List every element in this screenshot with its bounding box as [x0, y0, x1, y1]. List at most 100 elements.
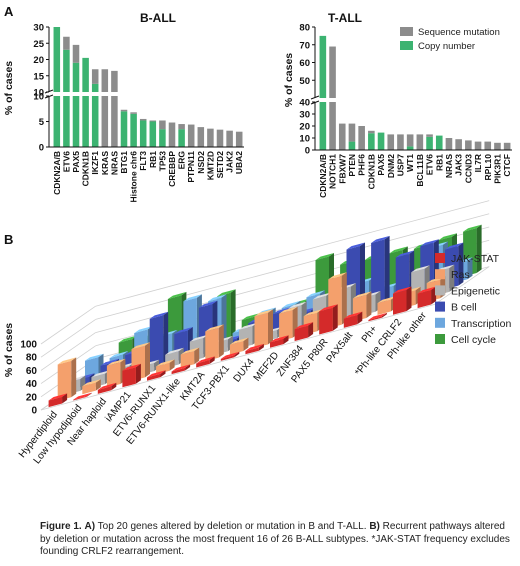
tall-bar-copy: [319, 35, 327, 99]
ball-bar-copy: [159, 129, 166, 147]
pathway-bar-front: [254, 312, 268, 348]
pathway-bar-top: [156, 359, 175, 367]
pathway-bar-side: [95, 379, 101, 391]
pathway-bar-front: [97, 386, 112, 394]
tall-x-tick-label: CTCF: [502, 154, 512, 177]
pathway-bar: [229, 337, 249, 355]
caption-a-text: Top 20 genes altered by deletion or muta…: [97, 521, 367, 532]
tall-bar-sequence: [503, 142, 511, 150]
tall-x-tick-label: CDKN1B: [366, 154, 376, 189]
pathway-bar-top: [343, 311, 363, 319]
ball-bar-sequence: [197, 127, 205, 147]
pathway-bar: [180, 347, 200, 368]
tall-bar-sequence: [368, 130, 375, 134]
pathway-bar-top: [183, 294, 202, 302]
pathway-bar: [122, 363, 141, 388]
ball-x-tick-label: RB1: [148, 151, 158, 168]
pathway-bar-top: [270, 335, 289, 343]
t-all-ylabel: % of cases: [283, 53, 295, 107]
ball-bar-sequence: [216, 129, 224, 147]
pathway-bar-top: [198, 300, 218, 308]
ball-x-tick-label: KRAS: [100, 151, 110, 175]
pathway-bar: [328, 272, 347, 329]
tall-x-tick-label: PAX5: [376, 154, 386, 176]
tall-x-tick-label: PHF6: [357, 154, 367, 176]
pathway-bar-top: [208, 294, 227, 302]
tall-y-tick-label: 20: [299, 122, 310, 133]
ball-y-tick-label: 30: [33, 23, 44, 34]
pathway-bar-top: [91, 370, 110, 378]
tall-y-tick-label: 40: [299, 98, 310, 109]
pathway-legend-swatch: [435, 253, 445, 263]
pathway-bar-side: [366, 291, 372, 318]
pathway-bar-top: [371, 235, 390, 243]
ball-bar-copy: [91, 96, 99, 147]
pathway-bar-top: [319, 304, 338, 312]
pathway-bar-side: [194, 347, 200, 365]
pathway-bar-side: [169, 359, 175, 371]
pathway-bar-top: [82, 379, 101, 387]
tall-bar-sequence: [406, 134, 414, 147]
pathway-legend-label: B cell: [451, 302, 477, 314]
tall-bar-copy: [319, 102, 327, 150]
figure-caption: Figure 1. A) Top 20 genes altered by del…: [40, 521, 510, 559]
pathway-bar-top: [217, 289, 236, 297]
panel-a-label: A: [4, 4, 14, 19]
tall-bar-sequence: [329, 46, 336, 98]
pathway-bar-top: [294, 322, 314, 330]
pathway-z-tick-label: 100: [20, 340, 37, 351]
pathway-bar-top: [100, 358, 119, 366]
pathway-bar-side: [458, 242, 464, 286]
ball-x-tick-label: CDKN2A/B: [52, 151, 62, 195]
b-all-title: B-ALL: [140, 11, 176, 25]
pathway-ylabel: % of cases: [3, 323, 15, 377]
ball-x-tick-label: FLT3: [138, 151, 148, 171]
tall-bar-sequence: [329, 102, 336, 150]
pathway-bar: [82, 379, 101, 395]
t-all-title: T-ALL: [328, 11, 362, 25]
tall-y-tick-label: 50: [299, 76, 310, 87]
ball-x-tick-label: PTPN11: [186, 151, 196, 183]
pathway-bar: [343, 311, 363, 328]
pathway-bar-top: [73, 392, 92, 400]
pathway-bar-side: [230, 289, 236, 339]
pathway-bar-top: [48, 393, 68, 401]
tall-bar-copy: [368, 133, 375, 150]
pathway-bar-top: [241, 313, 261, 321]
pathway-bar-top: [279, 306, 298, 314]
ball-bar-sequence: [91, 69, 99, 84]
pathway-bar-side: [218, 324, 224, 358]
pathway-gridline: [40, 332, 96, 371]
ball-x-tick-label: NSD2: [196, 151, 206, 174]
pathway-z-tick-label: 60: [26, 366, 38, 377]
panel-b-legend: JAK-STAT Ras Epigenetic B cell Transcription…: [435, 253, 511, 346]
pathway-bar-top: [134, 326, 153, 334]
pathway-bar-top: [254, 309, 273, 317]
pathway-bar-side: [406, 286, 412, 312]
pathway-bar-top: [303, 309, 323, 317]
tall-x-tick-label: RB1: [434, 154, 444, 171]
pathway-bar-side: [283, 335, 289, 345]
ball-bar-sequence: [101, 69, 109, 92]
pathway-z-tick-label: 40: [26, 379, 38, 390]
pathway-bar: [294, 322, 314, 342]
pathway-bar-top: [306, 290, 325, 298]
pathway-bar-front: [73, 396, 87, 401]
pathway-legend-swatch: [435, 317, 445, 328]
pathway-x-tick-label: PAX5alt: [325, 330, 356, 365]
tall-bar-sequence: [358, 126, 365, 150]
ball-bar-copy: [130, 113, 137, 147]
tall-bar-sequence: [348, 123, 356, 142]
ball-bar-sequence: [187, 124, 195, 147]
caption-b-label: B): [369, 521, 380, 532]
tall-bar-copy: [406, 146, 414, 150]
pathway-bar-side: [381, 312, 387, 318]
pathway-bar-top: [220, 351, 240, 359]
tall-x-tick-label: PIK3R1: [492, 154, 502, 184]
pathway-bar-top: [189, 334, 209, 342]
pathway-bar-front: [368, 316, 382, 322]
ball-bar-sequence: [63, 36, 70, 50]
tall-bar-sequence: [338, 123, 346, 150]
ball-y-tick-label: 10: [33, 88, 44, 99]
tall-bar-sequence: [426, 134, 433, 137]
